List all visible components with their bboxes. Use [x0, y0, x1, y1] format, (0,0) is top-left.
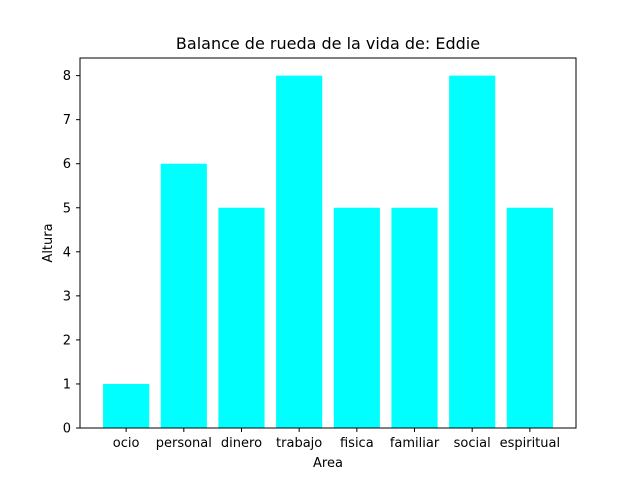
y-tick-label: 8 — [63, 69, 71, 84]
bar-social — [449, 75, 496, 428]
y-axis-label: Altura — [41, 223, 56, 262]
x-tick-label: familiar — [390, 436, 440, 451]
x-tick-label: espiritual — [500, 436, 561, 451]
bars-layer — [103, 75, 553, 428]
y-tick-label: 1 — [63, 377, 71, 392]
x-axis-label: Area — [313, 456, 343, 471]
y-tick-label: 7 — [63, 113, 71, 128]
y-tick-label: 4 — [63, 245, 71, 260]
x-tick-label: social — [454, 436, 491, 451]
y-tick-label: 6 — [63, 157, 71, 172]
y-tick-label: 5 — [63, 201, 71, 216]
y-tick-label: 2 — [63, 333, 71, 348]
x-tick-label: personal — [156, 436, 212, 451]
bar-espiritual — [506, 207, 553, 428]
bar-familiar — [391, 207, 438, 428]
chart-title: Balance de rueda de la vida de: Eddie — [176, 34, 480, 53]
x-tick-label: trabajo — [276, 436, 322, 451]
y-tick-label: 0 — [63, 422, 71, 437]
x-tick-label: ocio — [113, 436, 140, 451]
bar-trabajo — [276, 75, 323, 428]
bar-personal — [160, 163, 207, 428]
plot-frame — [79, 57, 577, 429]
x-tick-label: fisica — [340, 436, 374, 451]
y-tick-label: 3 — [63, 289, 71, 304]
bar-ocio — [103, 383, 150, 428]
x-tick-label: dinero — [221, 436, 262, 451]
bar-dinero — [218, 207, 265, 428]
ticks-layer: ocio personal dinero trabajo fisica familiar s… — [63, 69, 560, 451]
bar-fisica — [333, 207, 380, 428]
